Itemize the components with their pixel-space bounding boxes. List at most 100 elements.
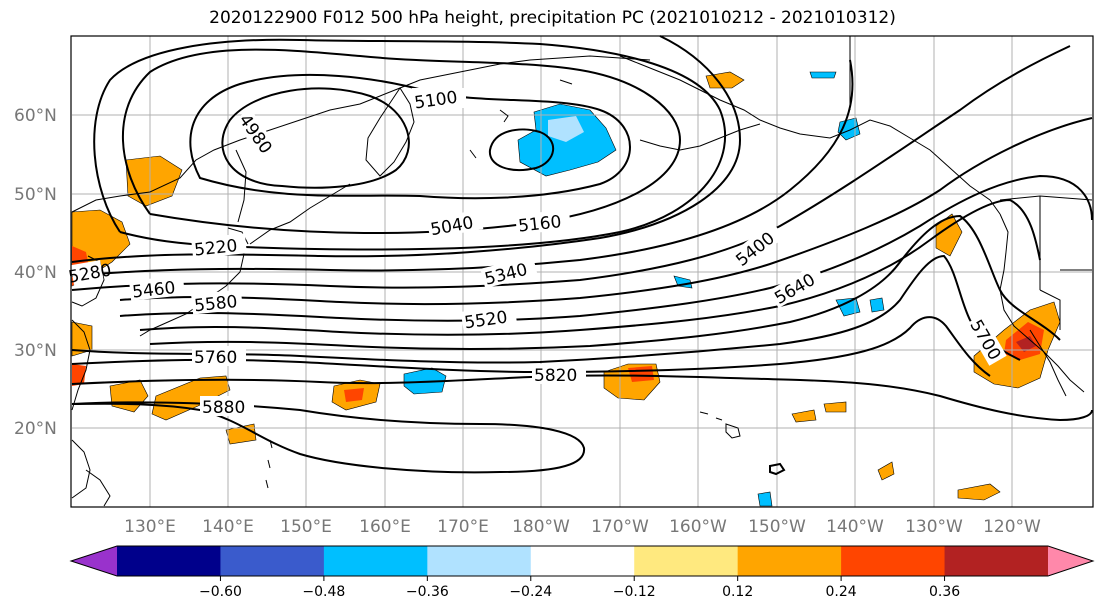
lon-label-170e: 170°E [437,517,489,537]
precip-blob-hawaii-south-2 [823,401,847,413]
lon-label-160e: 160°E [359,517,411,537]
colorbar-cell [944,546,1049,576]
contour-5040-closed [488,128,555,171]
coast-taiwan [71,439,91,499]
precip-blob-tropics-1 [877,461,895,481]
contour-label-5760: 5760 [194,348,237,368]
contour-label-5040: 5040 [429,213,475,240]
precip-blob-subtrop-3 [225,423,257,445]
colorbar-cell [634,546,739,576]
lon-label-150e: 150°E [280,517,332,537]
precip-blob-tropics-5 [757,491,773,507]
colorbar-tick-label: −0.60 [199,584,242,600]
contour-5100 [189,73,631,200]
coast-aleutians [639,123,761,151]
coast-china-east [71,319,91,411]
colorbar-tick-label: −0.36 [406,584,449,600]
contour-5820 [71,374,1093,422]
contour-4980 [221,87,410,189]
colorbar-tick-label: −0.24 [509,584,552,600]
precip-blob-tropics-4 [869,297,885,313]
precip-blob-west-edge-2 [72,364,86,386]
coast-asia-north [71,55,651,213]
contour-label-5220: 5220 [193,236,238,260]
contour-5340 [71,59,854,277]
coast-alaska-west [619,55,1001,215]
lon-label-160w: 160°W [669,517,727,537]
height-contours [71,35,1093,474]
coast-kuril [249,183,351,245]
lat-label-50n: 50°N [14,185,57,205]
colorbar-tick-label: −0.12 [613,584,656,600]
coast-usa-inland-borders [849,36,1093,330]
contour-5400 [71,45,1071,291]
lat-label-60n: 60°N [14,106,57,126]
colorbar-tick-label: 0.12 [722,584,753,600]
lon-label-170w: 170°W [591,517,649,537]
coast-hawaii [699,411,741,439]
contour-5880 [71,401,586,474]
lon-label-150w: 150°W [748,517,806,537]
colorbar-extend-low [71,546,117,576]
precip-blob-subtrop-4-core [344,388,364,402]
colorbar-cell [117,546,221,576]
precip-blob-tropics-2 [957,483,1001,501]
island-circle [769,462,786,476]
precip-blob-bering-blue-light [548,116,584,142]
contour-5760 [71,316,991,377]
coastlines [71,36,1093,507]
lon-label-130e: 130°E [124,517,176,537]
lat-label-40n: 40°N [14,263,57,283]
colorbar-tick-label: 0.24 [826,584,857,600]
precipitation-shading [71,71,1061,507]
precip-blob-california-dark [1016,336,1036,352]
coast-baja [1029,329,1067,397]
contour-5580 [139,198,1041,336]
coast-bering-islands [469,79,573,159]
lon-label-140e: 140°E [202,517,254,537]
graticule [72,36,1092,507]
contour-label-5460: 5460 [131,278,176,302]
lon-label-140w: 140°W [826,517,884,537]
map-frame [70,35,1094,508]
contour-5640 [149,214,1061,350]
lon-label-120w: 120°W [983,517,1041,537]
contour-5520 [119,174,1093,322]
colorbar-cell [220,546,325,576]
latitude-labels: 60°N 50°N 40°N 30°N 20°N [14,106,57,439]
coast-japan-hokkaido [227,227,249,245]
longitude-labels: 130°E 140°E 150°E 160°E 170°E 180°W 170°… [124,517,1041,537]
contour-label-5880: 5880 [202,398,245,418]
colorbar-extend-high [1048,546,1093,576]
coast-kamchatka [365,87,415,177]
coast-bc-coast [999,213,1085,393]
map-title: 2020122900 F012 500 hPa height, precipit… [209,8,896,28]
lon-label-180w: 180°W [512,517,570,537]
precip-blob-subtrop-1 [109,379,149,413]
colorbar-cell [530,546,635,576]
lat-label-20n: 20°N [14,419,57,439]
lon-label-130w: 130°W [905,517,963,537]
contour-5220 [93,38,726,251]
contour-label-5820: 5820 [534,366,577,386]
colorbar-tick-label: 0.36 [929,584,960,600]
coast-philippines [85,469,111,507]
contour-5280 [71,35,742,263]
precip-blob-alaska-blue [809,71,837,79]
colorbar-cell [737,546,842,576]
colorbar: −0.60 −0.48 −0.36 −0.24 −0.12 0.12 0.24 0.36 [69,545,1095,600]
colorbar-outline [69,545,1095,577]
contour-5460 [119,117,1093,306]
coast-marianas [265,439,273,489]
contour-5700 [71,254,1021,364]
precip-blob-hawaii-south-1 [791,409,817,423]
colorbar-cell [323,546,428,576]
colorbar-cell [427,546,532,576]
precip-blob-west-coast [935,213,963,257]
contour-label-5160: 5160 [517,212,562,236]
precip-blob-alaska-orange [705,71,745,89]
contour-label-5580: 5580 [193,292,238,316]
coast-sakhalin [235,149,247,223]
precip-blob-tropics-3 [835,297,861,317]
